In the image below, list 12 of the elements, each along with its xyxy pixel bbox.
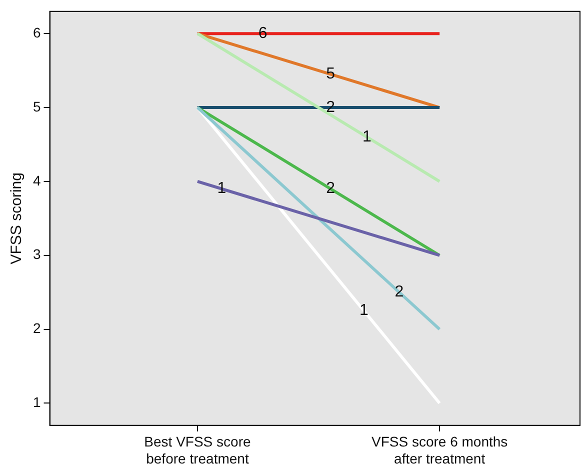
y-axis-title: VFSS scoring — [8, 172, 26, 264]
y-tick-label: 2 — [32, 320, 41, 336]
x-tick-label: VFSS score 6 months after treatment — [371, 434, 508, 466]
annotation: 1 — [359, 302, 368, 320]
y-tick-label: 4 — [32, 172, 41, 188]
y-tick-label: 3 — [32, 246, 41, 262]
x-tick-label: Best VFSS score before treatment — [144, 434, 251, 466]
y-tick-label: 1 — [32, 394, 41, 410]
y-tick-label: 6 — [32, 24, 41, 40]
annotation: 2 — [394, 284, 404, 301]
annotation: 1 — [362, 128, 372, 146]
y-tick-label: 5 — [32, 98, 41, 114]
